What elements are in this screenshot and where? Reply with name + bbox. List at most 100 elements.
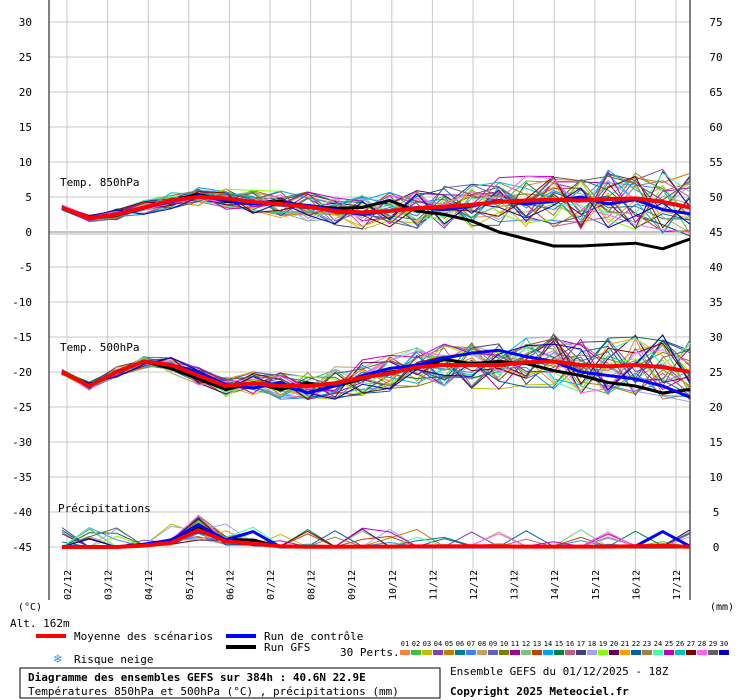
pert-legend-label: 20 xyxy=(610,640,618,648)
pert-legend-swatch xyxy=(653,650,663,655)
left-tick-label: -40 xyxy=(12,506,32,519)
x-tick-label: 15/12 xyxy=(591,570,602,600)
pert-line-t850 xyxy=(61,173,691,234)
right-axis-unit: (mm) xyxy=(710,602,734,613)
pert-legend-swatch xyxy=(565,650,575,655)
pert-legend-swatch xyxy=(455,650,465,655)
right-tick-label: 5 xyxy=(713,506,720,519)
mean-line-precip xyxy=(62,528,691,549)
x-tick-label: 16/12 xyxy=(631,570,642,600)
axis-layer: 302520151050-5-10-15-20-25-30-35-40-4575… xyxy=(12,16,723,600)
pert-legend-swatch xyxy=(554,650,564,655)
x-tick-label: 14/12 xyxy=(550,570,561,600)
pert-legend-label: 23 xyxy=(643,640,651,648)
chart-title: Diagramme des ensembles GEFS sur 384h : … xyxy=(28,671,366,684)
pert-legend-swatch xyxy=(664,650,674,655)
left-tick-label: 25 xyxy=(19,51,32,64)
pert-line-t500 xyxy=(61,334,691,400)
x-tick-label: 13/12 xyxy=(510,570,521,600)
x-tick-label: 12/12 xyxy=(469,570,480,600)
left-tick-label: -35 xyxy=(12,471,32,484)
right-tick-label: 65 xyxy=(709,86,722,99)
pert-legend-label: 05 xyxy=(445,640,453,648)
left-tick-label: -5 xyxy=(19,261,32,274)
right-tick-label: 15 xyxy=(709,436,722,449)
pert-legend-swatch xyxy=(620,650,630,655)
legend-control-label: Run de contrôle xyxy=(264,630,363,643)
x-tick-label: 07/12 xyxy=(266,570,277,600)
main-run-lines xyxy=(61,192,691,549)
pert-legend-swatch xyxy=(477,650,487,655)
altitude-label: Alt. 162m xyxy=(10,617,70,630)
pert-legend-label: 16 xyxy=(566,640,574,648)
pert-legend-label: 10 xyxy=(500,640,508,648)
pert-legend-swatch xyxy=(609,650,619,655)
pert-legend-label: 09 xyxy=(489,640,497,648)
left-tick-label: 5 xyxy=(25,191,32,204)
legend-snow-label: Risque neige xyxy=(74,653,153,666)
pert-legend-label: 12 xyxy=(522,640,530,648)
left-axis-unit: (°C) xyxy=(18,602,42,613)
x-tick-label: 04/12 xyxy=(144,570,155,600)
snowflake-icon: ❄ xyxy=(53,652,62,667)
left-tick-label: 30 xyxy=(19,16,32,29)
pert-legend-swatch xyxy=(697,650,707,655)
pert-legend-label: 26 xyxy=(676,640,684,648)
right-tick-label: 55 xyxy=(709,156,722,169)
legend-mean-label: Moyenne des scénarios xyxy=(74,630,213,643)
pert-legend-swatch xyxy=(686,650,696,655)
pert-legend-swatch xyxy=(510,650,520,655)
left-tick-label: -30 xyxy=(12,436,32,449)
pert-legend-swatch xyxy=(433,650,443,655)
pert-legend-label: 04 xyxy=(434,640,442,648)
right-tick-label: 40 xyxy=(709,261,722,274)
pert-legend-label: 14 xyxy=(544,640,552,648)
pert-legend-swatch xyxy=(587,650,597,655)
pert-legend-swatch xyxy=(488,650,498,655)
panel-label-precip: Précipitations xyxy=(58,502,151,515)
x-tick-label: 08/12 xyxy=(307,570,318,600)
pert-legend-swatch xyxy=(719,650,729,655)
pert-legend-swatch xyxy=(642,650,652,655)
pert-legend-label: 29 xyxy=(709,640,717,648)
pert-line-t500 xyxy=(61,349,691,394)
right-tick-label: 35 xyxy=(709,296,722,309)
left-tick-label: -10 xyxy=(12,296,32,309)
pert-legend-swatch xyxy=(576,650,586,655)
x-tick-label: 10/12 xyxy=(388,570,399,600)
pert-legend-label: 21 xyxy=(621,640,629,648)
right-tick-label: 25 xyxy=(709,366,722,379)
pert-legend-swatch xyxy=(708,650,718,655)
pert-legend-label: 15 xyxy=(555,640,563,648)
mean-line-t850 xyxy=(61,195,691,220)
pert-legend-label: 30 xyxy=(720,640,728,648)
left-tick-label: -15 xyxy=(12,331,32,344)
pert-legend-swatch xyxy=(411,650,421,655)
pert-legend-label: 07 xyxy=(467,640,475,648)
source-label: Ensemble GEFS du 01/12/2025 - 18Z xyxy=(450,665,669,678)
left-tick-label: -20 xyxy=(12,366,32,379)
right-tick-label: 45 xyxy=(709,226,722,239)
pert-legend-label: 25 xyxy=(665,640,673,648)
x-tick-label: 17/12 xyxy=(672,570,683,600)
legend-perts-label: 30 Perts. xyxy=(340,646,400,659)
right-tick-label: 70 xyxy=(709,51,722,64)
left-tick-label: 0 xyxy=(25,226,32,239)
legend-gfs-label: Run GFS xyxy=(264,641,310,654)
right-tick-label: 20 xyxy=(709,401,722,414)
panel-label-t850: Temp. 850hPa xyxy=(60,176,139,189)
pert-legend-label: 13 xyxy=(533,640,541,648)
pert-legend-label: 06 xyxy=(456,640,464,648)
pert-line-t500 xyxy=(61,342,691,398)
x-tick-label: 09/12 xyxy=(347,570,358,600)
panel-label-t500: Temp. 500hPa xyxy=(60,341,139,354)
x-tick-label: 05/12 xyxy=(185,570,196,600)
pert-line-t850 xyxy=(61,169,691,221)
right-tick-label: 0 xyxy=(713,541,720,554)
copyright: Copyright 2025 Meteociel.fr xyxy=(450,685,629,698)
pert-legend-swatch xyxy=(631,650,641,655)
right-tick-label: 10 xyxy=(709,471,722,484)
left-tick-label: -45 xyxy=(12,541,32,554)
pert-legend-swatch xyxy=(532,650,542,655)
